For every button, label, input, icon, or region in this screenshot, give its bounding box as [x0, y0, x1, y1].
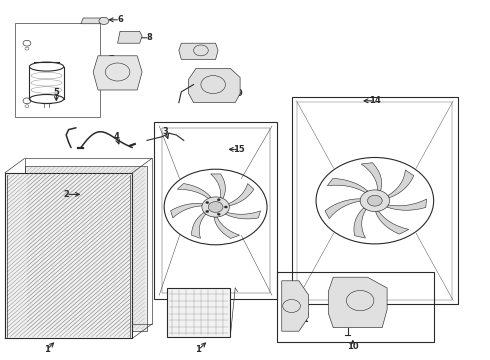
Polygon shape	[375, 211, 409, 234]
Text: 6: 6	[117, 15, 123, 24]
Polygon shape	[5, 173, 132, 338]
Polygon shape	[189, 68, 240, 103]
Text: 5: 5	[53, 88, 59, 97]
Bar	[167, 288, 230, 337]
Circle shape	[208, 202, 223, 212]
Text: 14: 14	[369, 96, 381, 105]
Polygon shape	[228, 184, 254, 206]
Polygon shape	[361, 163, 382, 191]
Polygon shape	[387, 199, 427, 210]
Circle shape	[206, 202, 209, 204]
Text: 3: 3	[163, 127, 169, 136]
Polygon shape	[118, 31, 142, 43]
Polygon shape	[325, 199, 360, 219]
Polygon shape	[354, 208, 366, 238]
Text: 1: 1	[44, 346, 49, 354]
Polygon shape	[93, 56, 142, 90]
Text: 12: 12	[356, 315, 368, 324]
Polygon shape	[24, 166, 147, 331]
Circle shape	[368, 195, 382, 206]
Text: 7: 7	[109, 55, 115, 64]
Bar	[15, 23, 100, 117]
Polygon shape	[327, 179, 368, 193]
Polygon shape	[388, 170, 414, 198]
Circle shape	[99, 17, 109, 24]
Polygon shape	[171, 203, 203, 218]
Polygon shape	[177, 184, 211, 198]
Text: 11: 11	[297, 315, 309, 324]
Bar	[277, 272, 434, 342]
Text: 2: 2	[63, 190, 69, 199]
Polygon shape	[81, 18, 103, 24]
Circle shape	[202, 197, 229, 217]
Text: 9: 9	[236, 89, 242, 98]
Text: 13: 13	[197, 69, 209, 78]
Polygon shape	[214, 217, 240, 238]
Text: 1: 1	[196, 346, 201, 354]
Polygon shape	[192, 212, 206, 238]
Polygon shape	[328, 277, 387, 328]
Polygon shape	[211, 174, 225, 198]
Text: 15: 15	[233, 145, 245, 154]
Polygon shape	[282, 281, 309, 331]
Text: 4: 4	[114, 132, 120, 141]
Circle shape	[217, 213, 220, 215]
Circle shape	[206, 210, 209, 212]
Circle shape	[360, 190, 390, 211]
Polygon shape	[179, 43, 218, 59]
Text: 10: 10	[347, 342, 359, 351]
Polygon shape	[225, 211, 261, 219]
Circle shape	[224, 206, 227, 208]
Circle shape	[217, 199, 220, 201]
Text: 8: 8	[147, 33, 152, 42]
